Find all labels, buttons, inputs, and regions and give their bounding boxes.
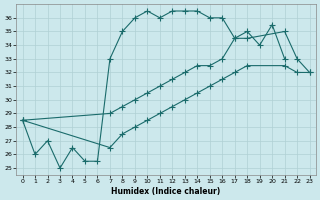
X-axis label: Humidex (Indice chaleur): Humidex (Indice chaleur) xyxy=(111,187,221,196)
